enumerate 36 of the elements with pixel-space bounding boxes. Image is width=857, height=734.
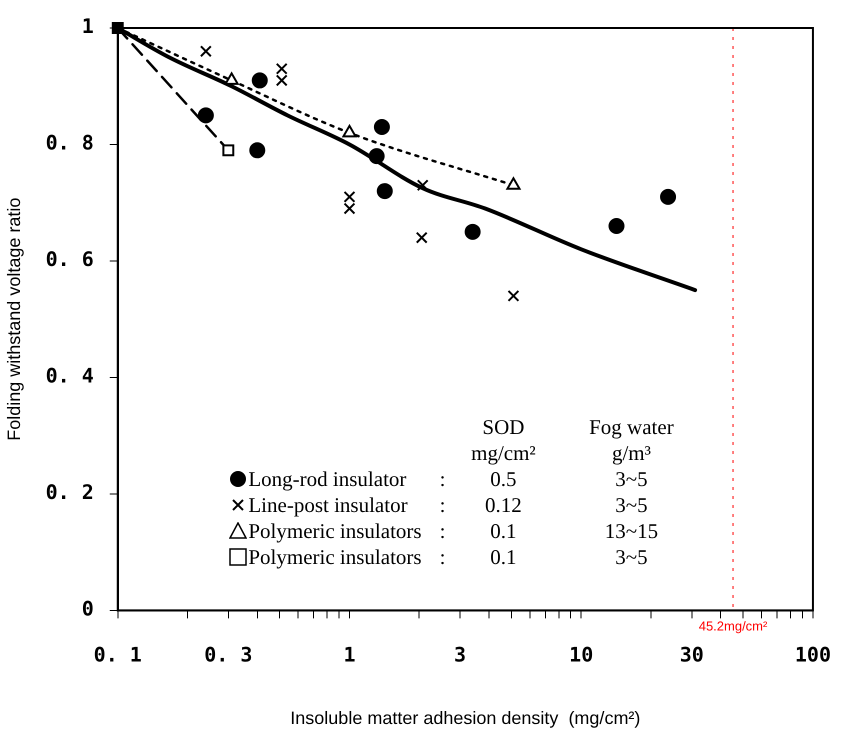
ref-line-label: 45.2mg/cm² bbox=[698, 618, 768, 634]
annotation: : bbox=[438, 492, 446, 518]
annotation: Fog water bbox=[589, 415, 674, 440]
x-tick-label: 30 bbox=[680, 642, 704, 667]
annotation: 0.5 bbox=[489, 466, 518, 492]
legend-label: Polymeric insulators bbox=[247, 544, 423, 570]
annotation: 0.1 bbox=[489, 544, 518, 570]
x-tick-label: 100 bbox=[794, 642, 831, 667]
x-tick-label: 3 bbox=[454, 642, 466, 667]
y-tick-label: 0. 6 bbox=[46, 247, 94, 272]
y-axis-title: Folding withstand voltage ratio bbox=[4, 198, 24, 441]
annotation: : bbox=[438, 518, 446, 544]
annotation: : bbox=[438, 544, 446, 570]
x-tick-label: 0. 3 bbox=[204, 642, 252, 667]
annotation: : bbox=[438, 466, 446, 492]
annotation: 3~5 bbox=[614, 492, 649, 518]
annotation: 0.12 bbox=[484, 492, 523, 518]
annotation: g/m³ bbox=[612, 441, 651, 466]
x-axis-title: Insoluble matter adhesion density (mg/cm²) bbox=[290, 708, 640, 728]
annotation: 13~15 bbox=[604, 518, 660, 544]
annotation: SOD bbox=[482, 415, 524, 440]
x-tick-label: 10 bbox=[569, 642, 594, 667]
legend-label: Polymeric insulators bbox=[247, 518, 423, 544]
annotation: 3~5 bbox=[614, 544, 649, 570]
y-tick-label: 0. 4 bbox=[46, 364, 94, 388]
legend-label: Line-post insulator bbox=[247, 492, 409, 518]
x-tick-label: 0. 1 bbox=[94, 642, 142, 667]
y-tick-label: 0. 8 bbox=[46, 130, 94, 155]
y-tick-label: 0 bbox=[82, 596, 94, 621]
annotation: 3~5 bbox=[614, 466, 649, 492]
legend-label: Long-rod insulator bbox=[247, 466, 408, 492]
y-tick-label: 1 bbox=[82, 14, 94, 38]
annotation: mg/cm² bbox=[471, 441, 536, 466]
annotation: 0.1 bbox=[489, 518, 518, 544]
y-tick-label: 0. 2 bbox=[46, 480, 94, 504]
x-tick-label: 1 bbox=[343, 642, 356, 667]
